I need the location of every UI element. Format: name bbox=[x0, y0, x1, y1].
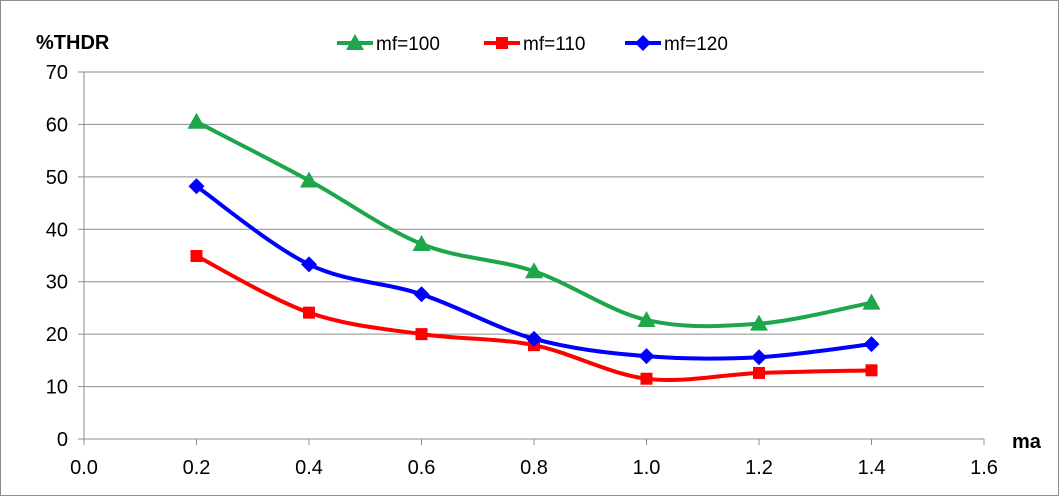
data-point-square bbox=[190, 250, 203, 263]
data-point-triangle bbox=[412, 234, 431, 251]
data-point-diamond bbox=[301, 256, 317, 273]
data-point-diamond bbox=[526, 330, 542, 347]
axes: 0 10 20 30 40 50 60 70 0.0 0.2 0.4 0.6 0.8 1.0 1.2 1.4 1… bbox=[46, 62, 998, 479]
y-tick-label: 30 bbox=[46, 272, 68, 294]
x-tick-label: 1.2 bbox=[745, 457, 773, 479]
y-tick-label: 50 bbox=[46, 167, 68, 189]
x-tick-label: 0.6 bbox=[408, 457, 436, 479]
x-tick-label: 0.0 bbox=[70, 457, 98, 479]
data-point-triangle bbox=[525, 262, 543, 279]
y-tick-label: 20 bbox=[46, 324, 68, 346]
legend: mf=100 mf=110 mf=120 bbox=[337, 34, 728, 55]
grid bbox=[84, 71, 984, 388]
series-layer bbox=[187, 112, 881, 385]
x-tick-label: 1.6 bbox=[970, 457, 998, 479]
data-point-diamond bbox=[413, 286, 430, 303]
data-point-square bbox=[303, 306, 315, 319]
x-tick-label: 1.0 bbox=[633, 457, 661, 479]
y-tick-label: 40 bbox=[46, 219, 68, 241]
data-point-diamond bbox=[638, 348, 655, 365]
y-tick-label: 60 bbox=[46, 114, 68, 136]
data-point-triangle bbox=[862, 293, 881, 310]
legend-marker-square bbox=[496, 37, 508, 49]
legend-entry: mf=110 bbox=[484, 34, 586, 55]
data-point-triangle bbox=[300, 171, 318, 188]
data-point-square bbox=[640, 372, 653, 385]
data-point-triangle bbox=[187, 112, 206, 129]
legend-label: mf=110 bbox=[523, 34, 586, 55]
data-point-triangle bbox=[637, 310, 656, 327]
x-axis-title: ma bbox=[1012, 431, 1042, 453]
data-point-square bbox=[865, 364, 878, 377]
x-tick-label: 0.4 bbox=[295, 457, 323, 479]
legend-label: mf=120 bbox=[664, 34, 728, 55]
x-tick-label: 0.2 bbox=[183, 457, 211, 479]
series-mf=100 bbox=[187, 112, 881, 331]
x-tick-label: 0.8 bbox=[520, 457, 548, 479]
data-point-diamond bbox=[188, 178, 205, 195]
data-point-diamond bbox=[751, 349, 767, 366]
x-tick-label: 1.4 bbox=[858, 457, 886, 479]
data-point-square bbox=[753, 366, 765, 379]
legend-entry: mf=120 bbox=[625, 34, 728, 55]
data-point-square bbox=[415, 328, 428, 341]
y-tick-label: 0 bbox=[57, 429, 68, 451]
y-tick-label: 70 bbox=[46, 62, 68, 84]
series-line bbox=[195, 120, 872, 329]
data-point-triangle bbox=[750, 314, 768, 331]
y-tick-label: 10 bbox=[46, 377, 68, 399]
legend-entry: mf=100 bbox=[337, 34, 440, 55]
legend-marker-diamond bbox=[635, 35, 651, 51]
legend-label: mf=100 bbox=[376, 34, 440, 55]
data-point-diamond bbox=[863, 336, 880, 353]
y-axis-title: %THDR bbox=[36, 32, 110, 54]
legend-marker-triangle bbox=[346, 34, 364, 50]
series-mf=120 bbox=[188, 178, 880, 366]
